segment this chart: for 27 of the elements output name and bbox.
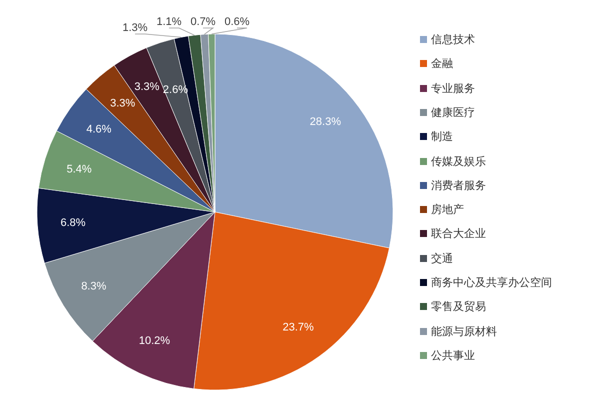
data-label: 28.3% (310, 116, 342, 128)
legend-label: 消费者服务 (431, 178, 486, 193)
legend-label: 零售及贸易 (431, 300, 486, 314)
data-label: 5.4% (66, 163, 92, 176)
legend-label: 健康医疗 (431, 106, 475, 120)
legend-label: 商务中心及共享办公空间 (431, 276, 552, 290)
data-label: 1.3% (122, 22, 148, 34)
data-label: 3.3% (134, 80, 160, 93)
data-label: 6.8% (60, 217, 86, 230)
data-label: 4.6% (86, 124, 112, 136)
data-label: 3.3% (110, 98, 136, 110)
data-label: 0.6% (224, 16, 250, 28)
legend-label: 联合大企业 (431, 227, 486, 242)
data-label: 0.7% (190, 16, 216, 28)
data-label: 23.7% (282, 322, 314, 334)
data-label: 10.2% (138, 334, 170, 347)
legend-label: 能源与原材料 (431, 324, 497, 339)
data-label: 1.1% (156, 16, 182, 28)
legend-label: 交通 (431, 252, 453, 266)
legend-label: 制造 (431, 130, 453, 144)
legend-label: 公共事业 (431, 348, 475, 363)
legend-label: 传媒及娱乐 (431, 154, 486, 169)
legend-label: 房地产 (431, 202, 464, 218)
legend-label: 信息技术 (431, 33, 475, 48)
data-label: 8.3% (81, 280, 106, 293)
legend-label: 金融 (431, 57, 453, 72)
legend-label: 专业服务 (431, 82, 475, 96)
